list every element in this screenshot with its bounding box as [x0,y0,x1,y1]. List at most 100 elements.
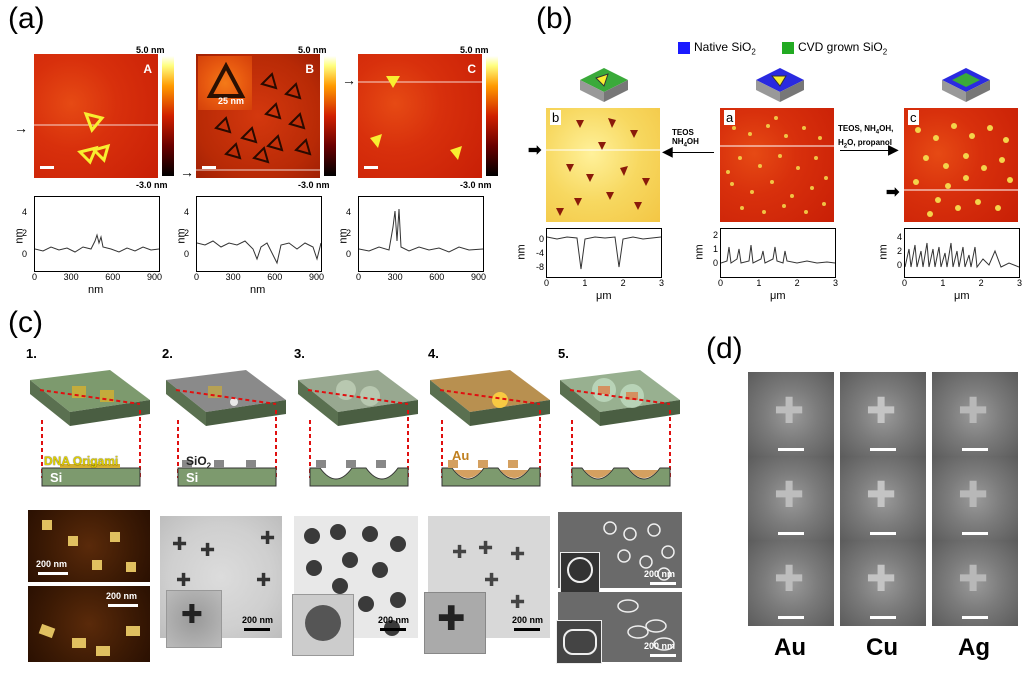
step-label-1: 1. [26,346,37,361]
scale-text: 200 nm [644,569,676,579]
legend-native-swatch [678,42,690,54]
sem-tile-ag-2: ✚ [932,456,1018,542]
scalebar [514,628,540,631]
sio2-label: SiO2 [186,454,212,471]
afm-image-b-left: b [546,108,660,222]
scalebar [962,532,988,535]
svg-text:✚: ✚ [452,542,467,562]
yticks-b-mid: 2 1 0 [712,230,718,268]
scalebar [108,604,138,607]
slab-4 [430,370,550,487]
sem-tile-cu-2: ✚ [840,456,926,542]
cross-icon: ✚ [958,390,989,431]
cross-icon: ✚ [958,558,989,599]
svg-text:✚: ✚ [478,538,493,558]
cbar-top-b: 5.0 nm [298,45,327,55]
scalebar [962,616,988,619]
cbar-top-a: 5.0 nm [136,45,165,55]
tem-inset-3 [292,594,354,656]
colorbar-a [162,56,174,176]
afm-origami-bottom: 200 nm [28,586,150,662]
metal-label-ag: Ag [958,634,990,661]
process-schematic [30,370,680,487]
particle-icon [305,605,341,641]
ylabel-b2: nm [693,244,706,260]
profile-line-b-mid [720,244,836,264]
panel-b-label: (b) [536,2,573,35]
afm-origami-top: 200 nm [28,510,150,582]
tem-image-4: ✚ ✚ ✚ ✚ ✚ 200 nm [428,516,550,638]
sem-tile-cu-1: ✚ [840,372,926,458]
slab-3 [298,370,418,487]
scalebar [650,582,676,585]
step-label-4: 4. [428,346,439,361]
ring-icon [567,557,593,583]
cbar-bottom-c: -3.0 nm [460,180,492,190]
afm-features-b-right [904,123,1018,217]
arrow-left-line [666,152,714,153]
yticks-a1: 4 2 0 [22,207,28,259]
scalebar [380,628,406,631]
panel-d-label: (d) [706,332,743,365]
colorbar-c [486,56,498,176]
afm-features-b-mid [720,116,834,214]
arrow-right-icon: ➡ [528,142,542,159]
image-letter-a: A [143,62,152,76]
cross-icon: ✚ [774,474,805,515]
scale-text: 200 nm [242,615,274,625]
afm-features-a [34,111,158,169]
yticks-a2: 4 2 0 [184,207,190,259]
panel-c-label: (c) [8,306,43,339]
afm-inset-b: 25 nm [198,56,252,110]
cross-icon: ✚ [958,474,989,515]
sem-grid: ✚ ✚ ✚ ✚ ✚ ✚ ✚ ✚ ✚ [748,372,1020,626]
xticks-a1: 0 300 600 900 [32,272,162,282]
arrow-right-line [840,150,894,151]
scalebar [778,448,804,451]
cross-icon: ✚ [866,474,897,515]
inset-scale-b: 25 nm [218,96,245,106]
slab-5 [560,370,680,487]
profile-line-a [34,233,160,253]
xlabel-b1: μm [596,290,612,302]
ring-icon [563,629,597,655]
sem-tile-ag-3: ✚ [932,540,1018,626]
yticks-a3: 4 2 0 [346,207,352,259]
chip-mixed-icon [942,68,990,102]
sem-tile-ag-1: ✚ [932,372,1018,458]
image-letter-b-mid: a [724,110,736,125]
cross-icon: ✚ [866,558,897,599]
svg-text:✚: ✚ [510,592,525,612]
step-label-5: 5. [558,346,569,361]
image-letter-b-left: b [550,110,562,125]
legend-native-label: Native SiO2 [694,40,756,57]
scale-text: 200 nm [106,591,138,601]
scale-text: 200 nm [378,615,410,625]
tem-inset-2: ✚ [166,590,222,648]
arrow-right-icon: → [180,164,194,180]
metal-label-au: Au [774,634,806,661]
scalebar [38,572,68,575]
arrow-left-icon: ◀ [662,143,673,159]
si-label-2: Si [186,470,199,485]
au-label: Au [452,448,470,463]
legend-cvd-label: CVD grown SiO2 [798,40,888,57]
scalebar [870,448,896,451]
colorbar-b [324,56,336,176]
svg-text:✚: ✚ [200,540,215,560]
slab-1 [30,370,150,487]
svg-text:✚: ✚ [256,570,271,590]
arrow-right-icon: → [14,120,28,136]
dna-origami-label: DNA Origami [44,454,119,468]
yticks-b-left: 0 -4 -8 [535,234,544,272]
scalebar [870,616,896,619]
arrow-right-head-icon: ▶ [888,141,899,157]
scale-text: 200 nm [644,641,676,651]
afm-image-c: C [358,54,482,178]
slab-2 [166,370,286,487]
panel-a-label: (a) [8,2,45,35]
profile-plot-b-mid [720,228,836,278]
yticks-b-right: 4 2 0 [896,232,902,270]
tem-inset-4: ✚ [424,592,486,654]
